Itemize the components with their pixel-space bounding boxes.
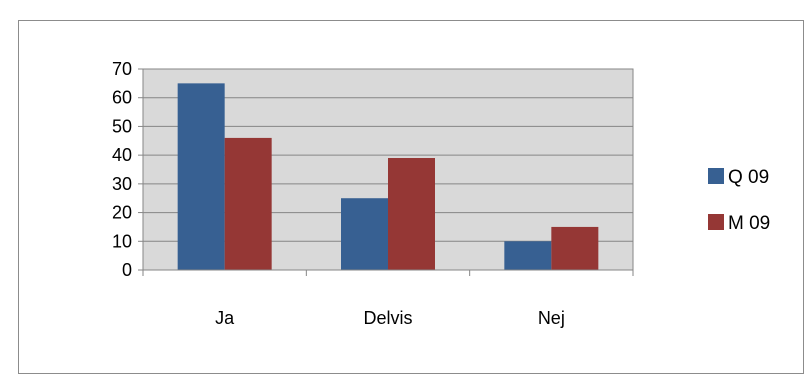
x-tick-label: Nej	[538, 308, 565, 328]
bar-q09-ja	[177, 83, 225, 270]
bar-m09-ja	[224, 137, 272, 270]
legend-label: M 09	[728, 213, 770, 234]
axes	[142, 69, 633, 271]
y-tick-label: 20	[112, 203, 132, 223]
legend-swatch	[708, 168, 724, 184]
y-axis-ticks: 0 10 20 30 40 50 60 70	[112, 59, 143, 280]
y-tick-label: 30	[112, 174, 132, 194]
legend-label: Q 09	[728, 167, 769, 188]
bar-q09-nej	[504, 241, 552, 270]
bar-m09-delvis	[388, 158, 435, 270]
y-tick-label: 70	[112, 59, 132, 79]
bar-q09-delvis	[341, 198, 388, 270]
x-axis-ticks: Ja Delvis Nej	[142, 270, 634, 328]
y-tick-label: 0	[122, 260, 132, 280]
bars	[177, 83, 599, 270]
legend-swatch	[708, 214, 724, 230]
y-tick-label: 10	[112, 231, 132, 251]
y-tick-label: 50	[112, 116, 132, 136]
bar-m09-nej	[551, 226, 599, 270]
y-tick-label: 60	[112, 88, 132, 108]
x-tick-label: Delvis	[363, 308, 412, 328]
y-tick-label: 40	[112, 145, 132, 165]
legend: Q 09 M 09	[708, 167, 770, 234]
x-tick-label: Ja	[215, 308, 235, 328]
